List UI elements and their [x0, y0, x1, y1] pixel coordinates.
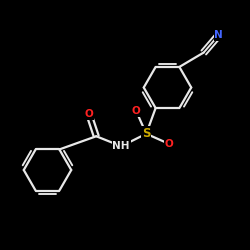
Text: O: O: [132, 106, 140, 116]
Text: O: O: [164, 139, 173, 149]
Text: O: O: [84, 109, 93, 119]
Text: N: N: [214, 30, 223, 40]
Text: S: S: [142, 127, 150, 140]
Text: NH: NH: [112, 141, 130, 151]
